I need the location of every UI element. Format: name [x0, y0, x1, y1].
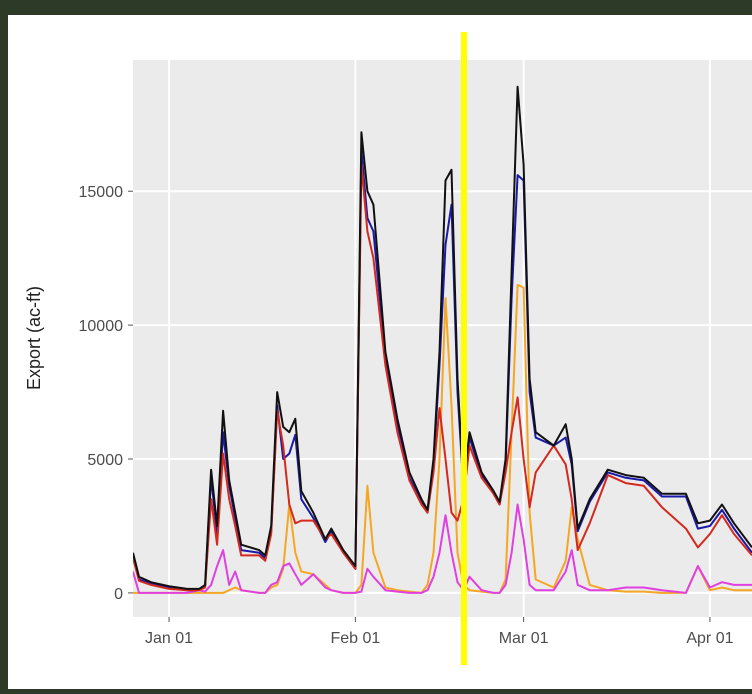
y-tick-label: 10000 [79, 318, 124, 335]
x-tick-label: Feb 01 [330, 630, 380, 647]
y-axis-label: Export (ac-ft) [24, 286, 44, 390]
y-tick-label: 5000 [87, 452, 123, 469]
x-tick-label: Apr 01 [686, 630, 733, 647]
x-tick-label: Jan 01 [145, 630, 193, 647]
chart: 050001000015000Jan 01Feb 01Mar 01Apr 01 … [0, 0, 752, 689]
marker-line [461, 32, 467, 665]
y-tick-label: 15000 [79, 184, 124, 201]
y-tick-label: 0 [114, 586, 123, 603]
x-tick-label: Mar 01 [499, 630, 549, 647]
